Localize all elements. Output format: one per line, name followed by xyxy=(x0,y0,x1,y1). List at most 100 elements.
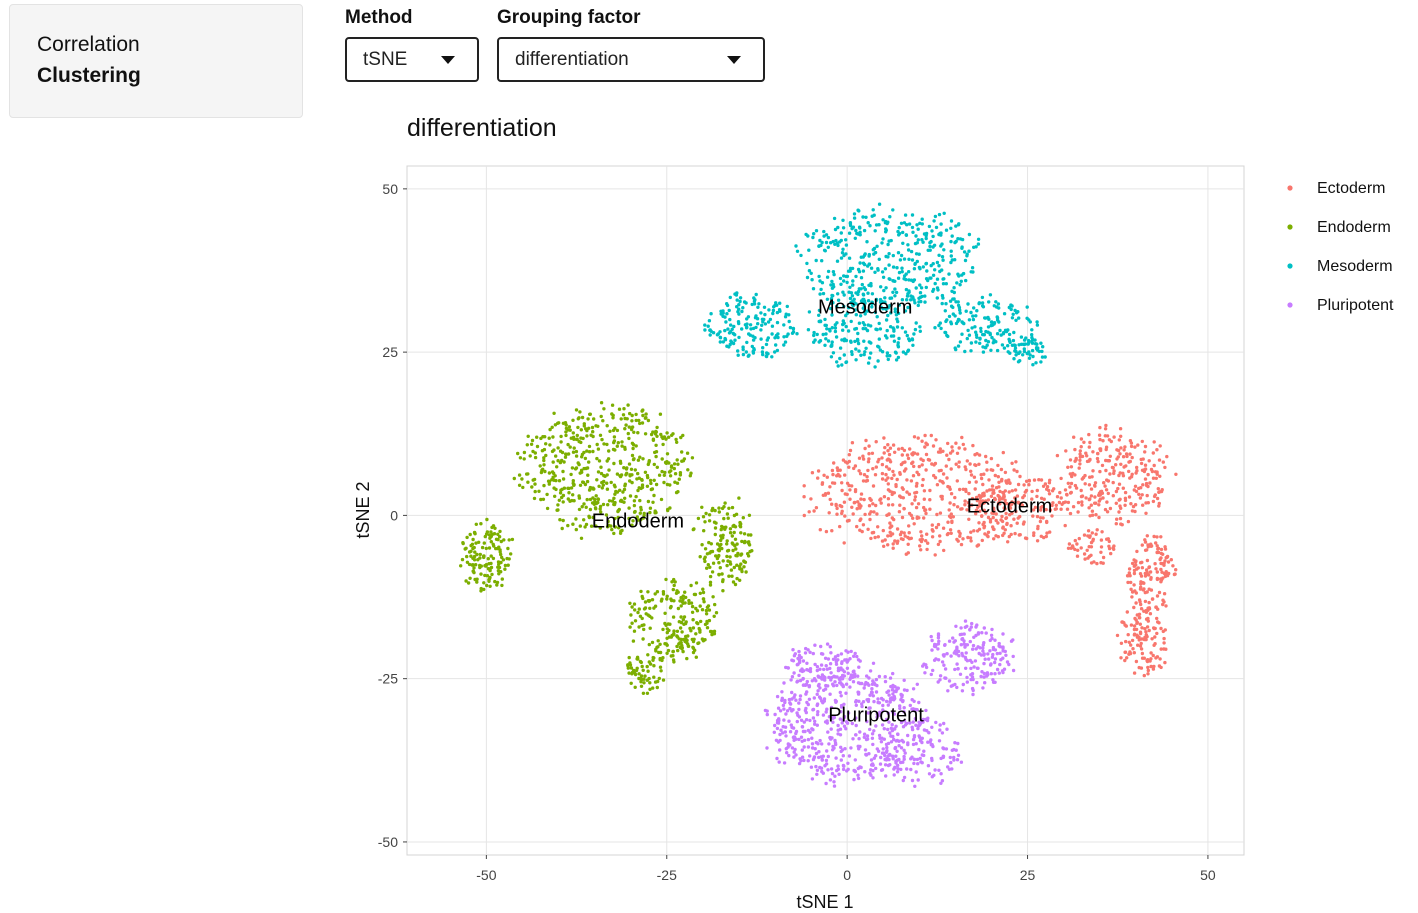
data-point xyxy=(1123,623,1127,627)
data-point xyxy=(672,583,676,588)
data-point xyxy=(829,767,834,771)
data-point xyxy=(501,558,506,562)
sidebar-item-clustering[interactable]: Clustering xyxy=(37,64,141,87)
data-point xyxy=(894,724,898,728)
data-point xyxy=(856,776,861,781)
data-point xyxy=(991,468,995,472)
data-point xyxy=(888,325,893,329)
data-point xyxy=(814,258,818,263)
data-point xyxy=(951,312,955,316)
data-point xyxy=(804,718,809,722)
data-point xyxy=(833,227,838,232)
data-point xyxy=(989,320,994,324)
data-point xyxy=(628,601,632,605)
data-point xyxy=(852,466,856,471)
data-point xyxy=(1152,463,1156,468)
data-point xyxy=(878,762,883,766)
data-point xyxy=(917,265,922,270)
data-point xyxy=(903,534,907,538)
data-point xyxy=(954,624,958,628)
data-point xyxy=(926,541,930,545)
data-point xyxy=(1157,490,1161,494)
data-point xyxy=(894,754,898,758)
data-point xyxy=(1039,478,1044,482)
data-point xyxy=(794,753,798,757)
data-point xyxy=(949,304,954,308)
data-point xyxy=(737,335,741,340)
data-point xyxy=(1101,496,1105,500)
data-point xyxy=(985,468,989,472)
data-point xyxy=(853,308,857,312)
data-point xyxy=(823,720,828,724)
data-point xyxy=(1159,626,1163,631)
data-point xyxy=(558,460,563,465)
data-point xyxy=(790,697,794,701)
data-point xyxy=(640,485,645,490)
data-point xyxy=(601,483,605,487)
data-point xyxy=(828,497,832,502)
data-point xyxy=(888,446,893,450)
data-point xyxy=(820,259,824,263)
grouping-factor-select[interactable]: differentiation xyxy=(497,37,765,82)
data-point xyxy=(1031,363,1035,367)
data-point xyxy=(678,626,683,630)
data-point xyxy=(1076,510,1080,514)
data-point xyxy=(891,326,895,330)
data-point xyxy=(654,647,658,651)
data-point xyxy=(823,678,827,682)
data-point xyxy=(595,478,599,482)
data-point xyxy=(848,222,853,226)
data-point xyxy=(945,652,949,656)
data-point xyxy=(863,309,867,313)
data-point xyxy=(961,682,965,687)
cluster-label-mesoderm: Mesoderm xyxy=(818,296,912,318)
data-point xyxy=(870,305,874,309)
data-point xyxy=(881,708,885,712)
data-point xyxy=(970,496,975,501)
data-point xyxy=(1071,471,1075,476)
data-point xyxy=(628,494,633,498)
data-point xyxy=(855,507,859,511)
data-point xyxy=(865,719,869,724)
data-point xyxy=(466,581,471,585)
data-point xyxy=(829,297,834,301)
data-point xyxy=(564,430,568,434)
data-point xyxy=(566,442,570,447)
data-point xyxy=(628,625,632,629)
data-point xyxy=(827,675,831,680)
data-point xyxy=(900,326,904,330)
data-point xyxy=(820,481,825,485)
data-point xyxy=(533,455,538,460)
data-point xyxy=(986,530,991,534)
method-select[interactable]: tSNE xyxy=(345,37,479,82)
data-point xyxy=(882,737,886,741)
data-point xyxy=(659,669,663,673)
data-point xyxy=(474,541,478,545)
data-point xyxy=(971,692,975,697)
data-point xyxy=(841,754,845,758)
data-point xyxy=(951,515,955,519)
data-point xyxy=(906,305,910,310)
data-point xyxy=(946,531,950,536)
data-point xyxy=(1126,519,1131,524)
data-point xyxy=(1159,567,1163,572)
data-point xyxy=(576,417,580,421)
data-point xyxy=(1139,582,1143,586)
data-point xyxy=(1159,489,1164,494)
data-point xyxy=(974,508,979,512)
data-point xyxy=(742,532,747,536)
sidebar-item-correlation[interactable]: Correlation xyxy=(37,33,140,56)
data-point xyxy=(1150,597,1155,601)
data-point xyxy=(674,437,678,442)
data-point xyxy=(818,292,822,296)
data-point xyxy=(734,512,739,516)
data-point xyxy=(848,296,853,301)
data-point xyxy=(823,687,828,691)
data-point xyxy=(1136,643,1140,647)
data-point xyxy=(1137,492,1141,496)
data-point xyxy=(708,580,713,584)
data-point xyxy=(667,635,672,639)
data-point xyxy=(839,652,844,656)
data-point xyxy=(1002,312,1007,316)
